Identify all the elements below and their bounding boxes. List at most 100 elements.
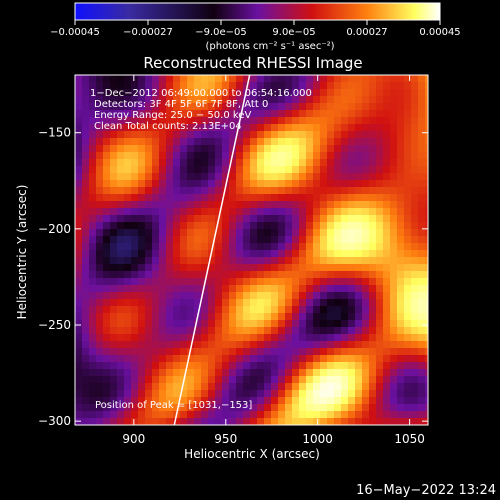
heatmap-cell [334,187,341,194]
heatmap-cell [257,187,264,194]
heatmap-cell [334,271,341,278]
heatmap-cell [117,306,124,313]
heatmap-cell [278,152,285,159]
heatmap-cell [208,397,215,404]
heatmap-cell [327,411,334,418]
heatmap-cell [145,82,152,89]
heatmap-cell [131,75,138,82]
heatmap-cell [180,271,187,278]
heatmap-cell [187,103,194,110]
heatmap-cell [222,152,229,159]
heatmap-cell [145,201,152,208]
heatmap-cell [145,376,152,383]
heatmap-cell [285,355,292,362]
heatmap-cell [397,362,404,369]
heatmap-cell [89,243,96,250]
heatmap-cell [145,264,152,271]
heatmap-cell [250,180,257,187]
heatmap-cell [201,320,208,327]
heatmap-cell [404,334,411,341]
heatmap-cell [222,138,229,145]
heatmap-cell [215,229,222,236]
heatmap-cell [327,89,334,96]
heatmap-cell [271,201,278,208]
heatmap-cell [187,334,194,341]
heatmap-cell [187,138,194,145]
heatmap-cell [355,285,362,292]
heatmap-cell [215,271,222,278]
heatmap-cell [75,348,82,355]
heatmap-cell [166,341,173,348]
heatmap-cell [299,96,306,103]
heatmap-cell [166,138,173,145]
heatmap-cell [383,369,390,376]
heatmap-cell [299,215,306,222]
heatmap-cell [243,194,250,201]
heatmap-cell [117,187,124,194]
heatmap-cell [173,348,180,355]
heatmap-cell [131,194,138,201]
heatmap-cell [418,397,425,404]
heatmap-cell [306,320,313,327]
heatmap-cell [271,278,278,285]
heatmap-cell [124,418,131,425]
heatmap-cell [271,404,278,411]
heatmap-cell [194,285,201,292]
heatmap-cell [138,271,145,278]
heatmap-cell [292,299,299,306]
heatmap-cell [250,103,257,110]
heatmap-cell [110,264,117,271]
heatmap-cell [89,194,96,201]
heatmap-cell [236,215,243,222]
heatmap-cell [404,341,411,348]
heatmap-cell [313,313,320,320]
heatmap-cell [278,362,285,369]
heatmap-cell [145,173,152,180]
heatmap-cell [376,383,383,390]
heatmap-cell [425,320,428,327]
heatmap-cell [425,236,428,243]
heatmap-cell [292,138,299,145]
heatmap-cell [271,355,278,362]
heatmap-cell [110,383,117,390]
heatmap-cell [208,306,215,313]
heatmap-cell [376,362,383,369]
heatmap-cell [173,334,180,341]
heatmap-cell [383,257,390,264]
heatmap-cell [278,348,285,355]
heatmap-cell [299,278,306,285]
heatmap-cell [313,285,320,292]
heatmap-cell [250,341,257,348]
heatmap-cell [425,215,428,222]
heatmap-cell [187,208,194,215]
heatmap-cell [271,208,278,215]
heatmap-cell [411,117,418,124]
heatmap-cell [187,369,194,376]
heatmap-cell [383,355,390,362]
heatmap-cell [138,236,145,243]
heatmap-cell [208,138,215,145]
heatmap-cell [152,306,159,313]
heatmap-cell [222,103,229,110]
heatmap-cell [89,327,96,334]
heatmap-cell [138,369,145,376]
heatmap-cell [131,285,138,292]
heatmap-cell [187,82,194,89]
heatmap-cell [306,82,313,89]
heatmap-cell [383,327,390,334]
heatmap-cell [159,285,166,292]
heatmap-cell [152,89,159,96]
heatmap-cell [131,166,138,173]
heatmap-cell [397,341,404,348]
heatmap-cell [334,131,341,138]
heatmap-cell [306,117,313,124]
heatmap-cell [306,159,313,166]
heatmap-cell [278,208,285,215]
heatmap-cell [369,355,376,362]
heatmap-cell [278,292,285,299]
heatmap-cell [271,110,278,117]
heatmap-cell [425,404,428,411]
heatmap-cell [257,124,264,131]
heatmap-cell [75,117,82,124]
